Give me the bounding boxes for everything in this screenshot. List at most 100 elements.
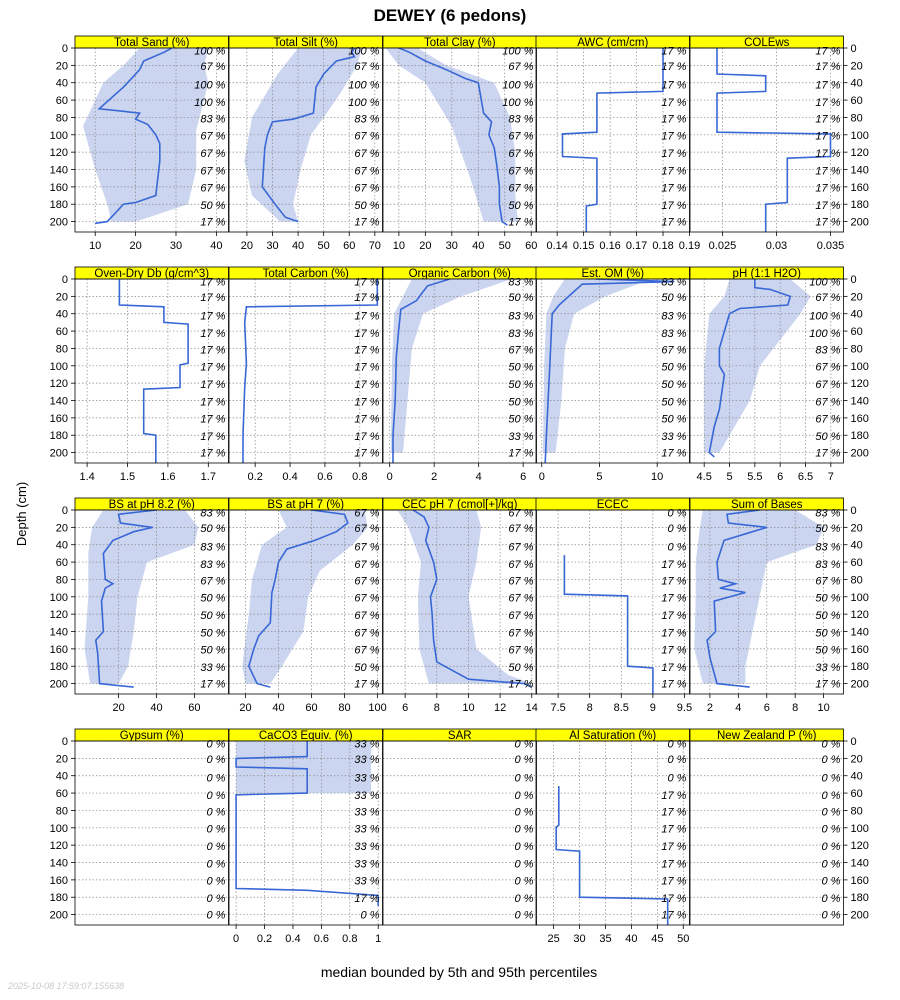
panel-title: Organic Carbon (%): [409, 268, 511, 280]
pct-label: 17 %: [815, 97, 840, 109]
panel-caco3-equiv: CaCO3 Equiv. (%)33 %33 %33 %33 %33 %33 %…: [228, 728, 383, 945]
x-tick-label: 10: [817, 702, 829, 714]
pct-label: 17 %: [354, 431, 379, 443]
x-tick-label: 40: [150, 702, 162, 714]
pct-label: 17 %: [354, 344, 379, 356]
x-tick-label: 4: [476, 471, 482, 483]
pct-label: 67 %: [354, 575, 379, 587]
pct-label: 67 %: [508, 593, 533, 605]
pct-label: 100 %: [809, 310, 840, 322]
x-tick-label: 0: [539, 471, 545, 483]
y-tick-label: 20: [851, 291, 863, 303]
pct-label: 17 %: [200, 217, 225, 229]
panel-ecec: ECEC 0 % 0 % 0 % 17 % 17 % 17 % 17 % 17 % 17 % 17 …: [535, 497, 692, 714]
pct-label: 17 %: [815, 679, 840, 691]
y-tick-label: 140: [851, 396, 869, 408]
pct-label: 17 %: [661, 61, 686, 73]
y-tick-label: 80: [851, 574, 863, 586]
y-tick-label: 0: [62, 274, 68, 286]
panel-title: Gypsum (%): [120, 730, 184, 742]
pct-label: 0 %: [822, 754, 841, 766]
y-tick-label: 120: [50, 147, 68, 159]
pct-label: 17 %: [815, 183, 840, 195]
x-tick-label: 8: [434, 702, 440, 714]
pct-label: 0 %: [515, 754, 534, 766]
pct-label: 50 %: [508, 414, 533, 426]
pct-label: 33 %: [354, 754, 379, 766]
y-tick-label: 100: [50, 130, 68, 142]
x-tick-label: 0.8: [342, 933, 357, 945]
pct-label: 17 %: [508, 448, 533, 460]
pct-label: 17 %: [200, 679, 225, 691]
pct-label: 17 %: [661, 165, 686, 177]
y-tick-label: 20: [56, 522, 68, 534]
pct-label: 17 %: [508, 679, 533, 691]
pct-label: 50 %: [661, 414, 686, 426]
pct-label: 17 %: [354, 328, 379, 340]
y-tick-label: 180: [50, 892, 68, 904]
x-tick-label: 0: [387, 471, 393, 483]
y-tick-label: 180: [851, 661, 869, 673]
pct-label: 0 %: [207, 876, 226, 888]
pct-label: 67 %: [354, 559, 379, 571]
pct-label: 67 %: [508, 559, 533, 571]
panel-frame: [382, 47, 537, 233]
x-tick-label: 0.16: [599, 240, 620, 252]
pct-label: 0 %: [822, 876, 841, 888]
pct-label: 17 %: [661, 448, 686, 460]
pct-label: 17 %: [354, 310, 379, 322]
pct-label: 17 %: [661, 806, 686, 818]
pct-label: 100 %: [348, 79, 379, 91]
pct-label: 33 %: [354, 790, 379, 802]
pct-label: 33 %: [354, 841, 379, 853]
y-tick-label: 200: [50, 679, 68, 691]
x-tick-label: 20: [241, 240, 253, 252]
pct-label: 17 %: [354, 217, 379, 229]
x-tick-label: 60: [343, 240, 355, 252]
pct-label: 33 %: [354, 858, 379, 870]
pct-label: 17 %: [661, 183, 686, 195]
pct-label: 67 %: [508, 165, 533, 177]
pct-label: 67 %: [508, 61, 533, 73]
percentile-band: [242, 510, 368, 684]
x-tick-label: 6: [764, 702, 770, 714]
pct-label: 17 %: [200, 277, 225, 289]
pct-label: 17 %: [200, 292, 225, 304]
pct-label: 17 %: [661, 790, 686, 802]
x-tick-label: 7.5: [550, 702, 565, 714]
panel-bs-at-ph-7: BS at pH 7 (%) 67 % 67 % 67 % 67 % 67 % 67 % 67…: [228, 497, 387, 714]
panel-al-saturation: Al Saturation (%) 0 % 0 % 0 % 17 % 17 % 17 % 17…: [535, 728, 690, 945]
percentile-band: [385, 48, 518, 222]
pct-label: 0 %: [822, 910, 841, 922]
y-tick-label: 160: [851, 875, 869, 887]
median-line: [716, 48, 832, 232]
y-tick-label: 80: [56, 574, 68, 586]
panel-cec-ph-7-cmol-kg: CEC pH 7 (cmol[+]/kg)67 %67 %67 %67 %67 …: [382, 497, 538, 714]
y-tick-label: 80: [851, 805, 863, 817]
panel-title: Total Sand (%): [114, 37, 190, 49]
panel-frame: [382, 509, 537, 695]
x-tick-label: 50: [499, 240, 511, 252]
percentile-band: [694, 510, 824, 684]
panel-frame: [689, 47, 844, 233]
panel-organic-carbon: Organic Carbon (%)83 %50 %83 %83 %67 %50…: [382, 266, 537, 483]
panel-frame: [228, 47, 383, 233]
pct-label: 100 %: [194, 79, 225, 91]
pct-label: 0 %: [822, 893, 841, 905]
pct-label: 67 %: [508, 183, 533, 195]
pct-label: 67 %: [200, 575, 225, 587]
x-tick-label: 8: [587, 702, 593, 714]
pct-label: 50 %: [200, 200, 225, 212]
panel-title: Total Silt (%): [273, 37, 338, 49]
x-tick-label: 0.15: [573, 240, 594, 252]
x-tick-label: 4: [735, 702, 741, 714]
x-tick-label: 4.5: [697, 471, 712, 483]
x-tick-label: 30: [170, 240, 182, 252]
pct-label: 17 %: [815, 131, 840, 143]
pct-label: 17 %: [815, 165, 840, 177]
pct-label: 0 %: [207, 754, 226, 766]
y-tick-label: 120: [50, 840, 68, 852]
pct-label: 50 %: [815, 645, 840, 657]
pct-label: 0 %: [668, 523, 687, 535]
